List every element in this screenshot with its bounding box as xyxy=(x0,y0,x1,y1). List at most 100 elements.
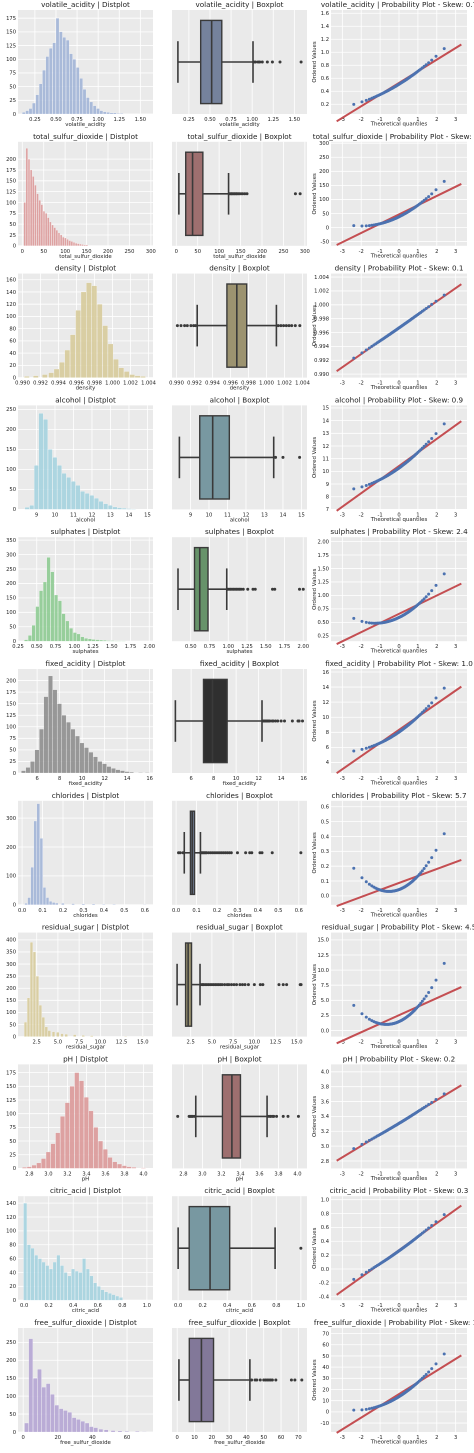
distplot-x-tick-label: 3.2 xyxy=(63,1171,71,1177)
probability-plot-point xyxy=(424,1228,428,1232)
histogram-bar xyxy=(119,1297,123,1301)
probability-plot-y-tick-label: 100 xyxy=(319,197,329,203)
probability-plot-y-tick-label: 14 xyxy=(322,685,329,691)
distplot-x-tick-label: 0.0 xyxy=(20,1303,28,1309)
probability-plot-y-tick-label: 12 xyxy=(322,700,329,706)
histogram-bar xyxy=(84,747,89,774)
boxplot-title: alcohol | Boxplot xyxy=(210,395,270,404)
histogram-bar xyxy=(43,419,48,510)
histogram-bar xyxy=(50,1143,56,1169)
distplot-title: chlorides | Distplot xyxy=(52,791,120,800)
probability-plot-point xyxy=(442,1213,446,1217)
histogram-bar xyxy=(35,606,40,642)
probability-plot-x-tick-label: 1 xyxy=(416,512,419,518)
distplot-y-tick-label: 50 xyxy=(9,1022,16,1028)
distplot-x-tick-label: 250 xyxy=(124,249,134,255)
boxplot-x-tick-label: 1.75 xyxy=(279,644,291,650)
boxplot-x-tick-label: 0.50 xyxy=(204,117,216,123)
probability-plot-x-tick-label: 2 xyxy=(435,1435,438,1441)
probability-plot-point xyxy=(360,1408,364,1412)
distplot-x-tick-label: 6 xyxy=(35,776,38,782)
boxplot-x-tick-label: 0.998 xyxy=(241,381,256,387)
histogram-bar xyxy=(67,1412,72,1433)
probability-plot-point xyxy=(424,1104,428,1108)
distplot-y-tick-label: 150 xyxy=(6,701,16,707)
histogram-bar xyxy=(116,113,120,115)
boxplot-outlier xyxy=(301,587,305,591)
boxplot-x-tick-label: 1.00 xyxy=(222,644,234,650)
distplot-y-tick-label: 40 xyxy=(9,1270,16,1276)
histogram-bar xyxy=(66,239,69,246)
feature-row-sulphates: 0.25 0.50 0.75 1.00 1.25 1.50 1.75 2.00 0 50 100 15… xyxy=(6,527,468,655)
probability-plot-x-tick-label: -3 xyxy=(340,1040,345,1046)
histogram-bar xyxy=(65,620,70,642)
distplot-x-tick-label: 1.75 xyxy=(125,644,137,650)
boxplot-title: density | Boxplot xyxy=(209,264,270,273)
distplot-y-tick-label: 100 xyxy=(6,1111,16,1117)
distplot-x-tick-label: 3.6 xyxy=(101,1171,109,1177)
histogram-bar xyxy=(70,728,76,774)
probability-plot-point xyxy=(352,102,356,106)
probability-plot-title: total_sulfur_dioxide | Probability Plot … xyxy=(313,132,474,141)
distplot-panel: 2.8 3.0 3.2 3.4 3.6 3.8 4.0 0 25 50 75 100 125 150 175… xyxy=(6,1054,153,1182)
boxplot-x-tick-label: 0.990 xyxy=(169,381,184,387)
distplot-x-tick-label: 0.998 xyxy=(87,381,102,387)
histogram-bar xyxy=(135,1431,140,1433)
probability-plot-y-tick-label: 10 xyxy=(322,469,329,475)
probability-plot-y-tick-label: 0.8 xyxy=(321,1211,329,1217)
boxplot-outlier xyxy=(254,60,258,64)
histogram-bar xyxy=(24,1021,27,1037)
probability-plot-y-tick-label: 16 xyxy=(322,670,329,676)
probability-plot-y-tick-label: -10 xyxy=(321,1421,329,1427)
distplot-y-tick-label: 100 xyxy=(6,57,16,63)
boxplot-x-tick-label: 15 xyxy=(298,512,305,518)
probability-plot-x-tick-label: 3 xyxy=(454,776,457,782)
boxplot-outlier xyxy=(243,983,247,987)
histogram-bar xyxy=(39,590,43,642)
probability-plot-point xyxy=(367,1138,371,1142)
probability-plot-x-tick-label: -1 xyxy=(378,908,383,914)
histogram-bar xyxy=(23,1203,28,1301)
histogram-bar xyxy=(55,230,58,246)
probability-plot-y-tick-label: 10 xyxy=(322,1398,329,1404)
histogram-bar xyxy=(89,1426,94,1433)
probability-plot-y-tick-label: 0 xyxy=(326,225,329,231)
histogram-bar xyxy=(129,771,134,774)
probability-plot-x-tick-label: -2 xyxy=(359,1171,364,1177)
probability-plot-point xyxy=(427,305,431,309)
probability-plot-y-tick-label: 11 xyxy=(322,456,329,462)
boxplot-x-tick-label: 0.75 xyxy=(204,644,216,650)
probability-plot-title: sulphates | Probability Plot - Skew: 2.4 xyxy=(330,527,468,536)
histogram-bar xyxy=(27,1244,31,1301)
histogram-bar xyxy=(27,997,30,1037)
distplot-x-tick-label: 3.8 xyxy=(120,1171,128,1177)
distplot-x-tick-label: 0.6 xyxy=(94,1303,102,1309)
feature-row-density: 0.990 0.992 0.994 0.996 0.998 1.000 1.002 1.004… xyxy=(6,264,467,392)
histogram-bar xyxy=(76,67,80,115)
histogram-bar xyxy=(93,756,98,774)
probability-plot-y-tick-label: 0.50 xyxy=(317,620,329,626)
probability-plot-x-tick-label: -2 xyxy=(359,117,364,123)
distplot-x-tick-label: 15.0 xyxy=(137,1040,149,1046)
boxplot-outlier xyxy=(284,324,288,328)
probability-plot-point xyxy=(420,869,424,873)
probability-plot-x-tick-label: -3 xyxy=(340,1303,345,1309)
probability-plot-y-tick-label: 0.2 xyxy=(321,102,329,108)
histogram-bar xyxy=(39,728,44,774)
boxplot-x-tick-label: 70 xyxy=(295,1435,302,1441)
histogram-bar xyxy=(56,1255,61,1301)
boxplot-x-tick-label: 14 xyxy=(280,512,287,518)
histogram-bar xyxy=(25,767,31,774)
histogram-bar xyxy=(69,1086,75,1169)
boxplot-x-tick-label: 2.00 xyxy=(297,644,309,650)
probability-plot-point xyxy=(422,1375,426,1379)
boxplot-outlier xyxy=(258,60,262,64)
probability-plot-panel: -3 -2 -1 0 1 2 3 0.0 2.5 5.0 7.5 10.0 12.5 15.0 residu… xyxy=(312,923,474,1051)
probability-plot-x-tick-label: -2 xyxy=(359,644,364,650)
boxplot-x-tick-label: 0.996 xyxy=(223,381,238,387)
distplot-y-tick-label: 300 xyxy=(6,962,16,968)
histogram-bar xyxy=(80,491,85,510)
boxplot-x-tick-label: 1.50 xyxy=(260,644,272,650)
histogram-bar xyxy=(59,362,65,378)
distplot-y-tick-label: 175 xyxy=(6,690,16,696)
